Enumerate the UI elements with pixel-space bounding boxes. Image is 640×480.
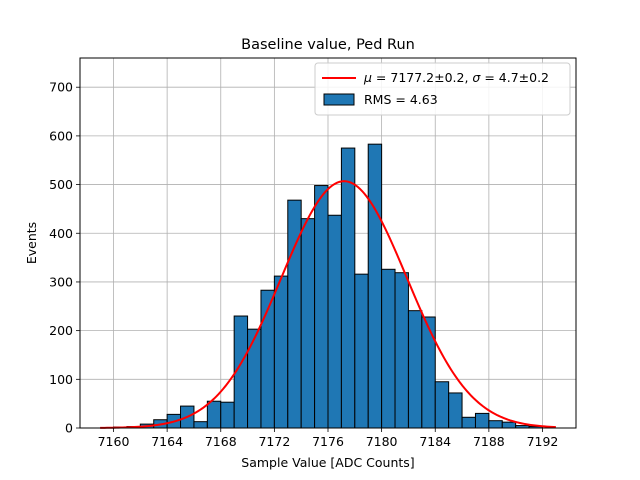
x-tick-label: 7184: [419, 434, 451, 449]
histogram-bar: [354, 273, 369, 429]
x-tick-label: 7172: [258, 434, 290, 449]
legend-fit-label: μ = 7177.2±0.2, σ = 4.7±0.2: [363, 70, 549, 85]
histogram-bar: [206, 400, 222, 429]
chart-title: Baseline value, Ped Run: [241, 37, 415, 53]
y-tick-label: 100: [49, 372, 73, 387]
gaussian-fit-curve: [100, 180, 556, 429]
x-tick-label: 7188: [473, 434, 505, 449]
histogram-bar: [220, 401, 235, 429]
y-axis-ticks: 0 100 200 300 400 500 600 700: [49, 80, 80, 436]
histogram-bar: [340, 147, 356, 429]
y-tick-label: 500: [49, 177, 73, 192]
y-tick-label: 300: [49, 274, 73, 289]
sigma-value: = 4.7±0.2: [480, 70, 549, 85]
x-tick-label: 7168: [205, 434, 237, 449]
y-tick-label: 400: [49, 226, 73, 241]
histogram-bar: [300, 218, 316, 429]
legend: μ = 7177.2±0.2, σ = 4.7±0.2 RMS = 4.63: [314, 62, 571, 116]
legend-histogram-label: RMS = 4.63: [364, 92, 438, 107]
histogram-bar: [488, 420, 503, 429]
x-tick-label: 7176: [312, 434, 344, 449]
histogram-bar: [247, 328, 262, 429]
histogram-bar: [461, 416, 476, 429]
histogram-bar: [314, 185, 329, 429]
y-axis-label: Events: [24, 222, 39, 264]
histogram-bar: [273, 275, 289, 429]
sigma-symbol: σ: [472, 70, 481, 85]
legend-box: [314, 62, 571, 116]
histogram-bar: [407, 310, 423, 429]
histogram-bar: [381, 268, 396, 429]
histogram-bar: [421, 316, 436, 429]
histogram-bar: [434, 381, 450, 429]
y-tick-label: 200: [49, 323, 73, 338]
x-tick-label: 7192: [527, 434, 559, 449]
y-tick-label: 700: [49, 80, 73, 95]
mu-value: = 7177.2±0.2,: [372, 70, 472, 85]
histogram-bar: [448, 392, 463, 429]
y-tick-label: 600: [49, 128, 73, 143]
histogram-bar: [394, 272, 409, 429]
x-tick-label: 7164: [151, 434, 183, 449]
legend-histogram-swatch: [323, 93, 355, 106]
x-tick-label: 7180: [366, 434, 398, 449]
y-tick-label: 0: [65, 421, 73, 436]
histogram-bar: [193, 421, 208, 429]
x-axis-ticks: 7160 7164 7168 7172 7176 7180 7184 7188 7192: [98, 428, 559, 449]
histogram-bar: [367, 143, 383, 429]
histogram-bar: [327, 214, 342, 429]
histogram-bar: [501, 421, 517, 429]
x-tick-label: 7160: [98, 434, 130, 449]
mu-symbol: μ: [363, 70, 372, 85]
histogram-bar: [474, 412, 490, 429]
x-axis-label: Sample Value [ADC Counts]: [241, 455, 414, 470]
histogram-bars: [113, 143, 543, 429]
